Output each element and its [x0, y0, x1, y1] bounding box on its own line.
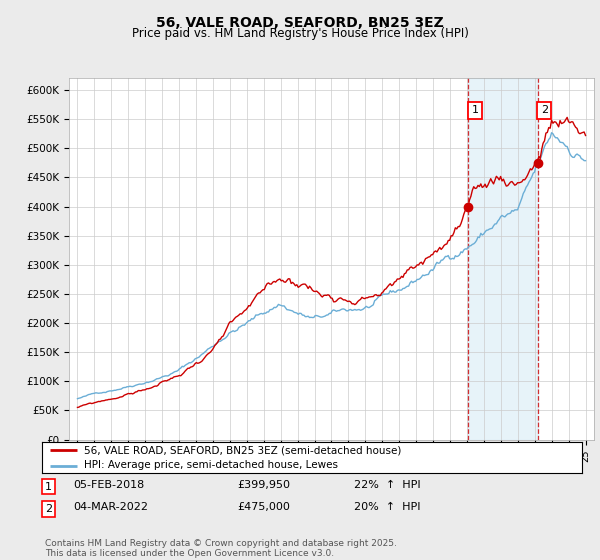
Text: 56, VALE ROAD, SEAFORD, BN25 3EZ (semi-detached house): 56, VALE ROAD, SEAFORD, BN25 3EZ (semi-d…	[84, 445, 401, 455]
Bar	[469, 78, 538, 440]
Text: 22%  ↑  HPI: 22% ↑ HPI	[354, 480, 421, 490]
Text: 2: 2	[45, 504, 52, 514]
Text: 05-FEB-2018: 05-FEB-2018	[73, 480, 145, 490]
Text: 04-MAR-2022: 04-MAR-2022	[73, 502, 148, 512]
Text: Contains HM Land Registry data © Crown copyright and database right 2025.
This d: Contains HM Land Registry data © Crown c…	[45, 539, 397, 558]
Text: 1: 1	[45, 482, 52, 492]
Text: 2: 2	[541, 105, 548, 115]
Text: 20%  ↑  HPI: 20% ↑ HPI	[354, 502, 421, 512]
Text: £475,000: £475,000	[237, 502, 290, 512]
Text: 56, VALE ROAD, SEAFORD, BN25 3EZ: 56, VALE ROAD, SEAFORD, BN25 3EZ	[156, 16, 444, 30]
Text: £399,950: £399,950	[237, 480, 290, 490]
Text: Price paid vs. HM Land Registry's House Price Index (HPI): Price paid vs. HM Land Registry's House …	[131, 27, 469, 40]
Text: HPI: Average price, semi-detached house, Lewes: HPI: Average price, semi-detached house,…	[84, 460, 338, 470]
Text: 1: 1	[472, 105, 479, 115]
